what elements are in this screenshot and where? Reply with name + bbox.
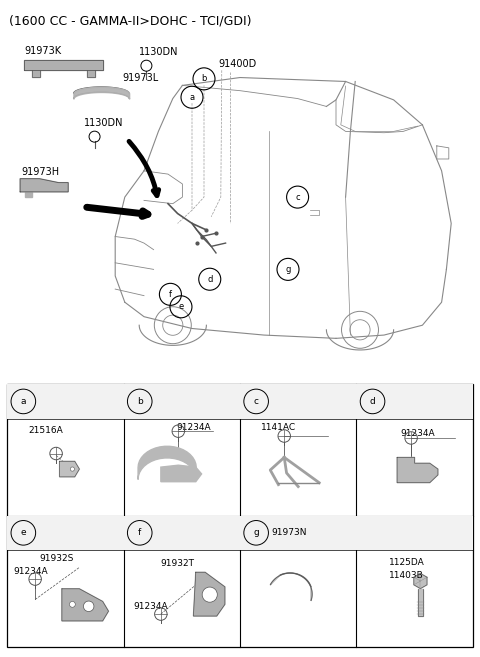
Circle shape <box>84 601 94 612</box>
Polygon shape <box>60 461 79 477</box>
Text: f: f <box>169 290 172 299</box>
Text: 91973H: 91973H <box>22 168 60 177</box>
Circle shape <box>202 587 217 602</box>
Text: (1600 CC - GAMMA-II>DOHC - TCI/GDI): (1600 CC - GAMMA-II>DOHC - TCI/GDI) <box>9 14 251 28</box>
Polygon shape <box>397 457 438 483</box>
Text: 1130DN: 1130DN <box>84 118 123 128</box>
Text: b: b <box>137 397 143 406</box>
Polygon shape <box>24 60 103 70</box>
Bar <box>7 384 473 647</box>
Text: 21516A: 21516A <box>28 426 63 435</box>
Text: 11403B: 11403B <box>389 571 424 579</box>
Text: 1141AC: 1141AC <box>261 422 296 432</box>
Text: 91234A: 91234A <box>133 602 168 611</box>
Polygon shape <box>20 179 68 192</box>
Text: e: e <box>179 302 183 311</box>
Text: 91973N: 91973N <box>271 528 307 537</box>
Bar <box>240 516 356 550</box>
Bar <box>124 384 240 419</box>
Polygon shape <box>62 589 108 621</box>
Text: c: c <box>253 397 259 406</box>
Bar <box>356 516 473 550</box>
Text: a: a <box>21 397 26 406</box>
Text: e: e <box>21 528 26 537</box>
Polygon shape <box>414 574 427 589</box>
Text: 91973L: 91973L <box>122 74 159 83</box>
Polygon shape <box>193 572 225 616</box>
Polygon shape <box>25 192 32 197</box>
Bar <box>7 516 124 550</box>
Text: 91234A: 91234A <box>401 428 435 438</box>
Bar <box>7 384 124 419</box>
Text: 91932S: 91932S <box>40 554 74 563</box>
Text: 91932T: 91932T <box>161 559 195 568</box>
Polygon shape <box>87 70 95 77</box>
Text: d: d <box>207 275 213 284</box>
Polygon shape <box>161 465 202 482</box>
Text: 91234A: 91234A <box>13 567 48 576</box>
Text: f: f <box>138 528 142 537</box>
Polygon shape <box>418 589 423 616</box>
Polygon shape <box>270 573 312 600</box>
Text: b: b <box>201 74 207 83</box>
Text: 91234A: 91234A <box>176 422 211 432</box>
Circle shape <box>70 601 75 607</box>
Bar <box>356 384 473 419</box>
Text: g: g <box>285 265 291 274</box>
Text: 91400D: 91400D <box>218 59 257 69</box>
Text: 1130DN: 1130DN <box>139 47 179 57</box>
Text: 1125DA: 1125DA <box>389 558 425 567</box>
Text: a: a <box>190 93 194 102</box>
Text: d: d <box>370 397 375 406</box>
Circle shape <box>70 467 74 471</box>
Bar <box>240 384 356 419</box>
Text: g: g <box>253 528 259 537</box>
Text: 91973K: 91973K <box>24 46 61 56</box>
Polygon shape <box>32 70 40 77</box>
Bar <box>124 516 240 550</box>
Text: c: c <box>295 193 300 202</box>
